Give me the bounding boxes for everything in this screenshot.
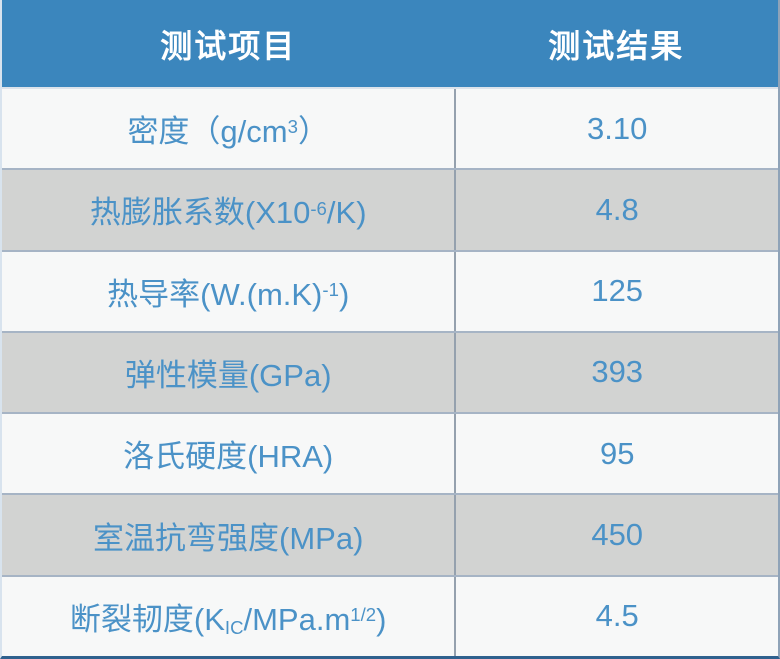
table-row: 密度（g/cm3） 3.10 <box>2 87 778 169</box>
test-item-cell: 洛氏硬度(HRA) <box>2 414 454 493</box>
test-item-cell: 密度（g/cm3） <box>2 89 454 168</box>
test-result-cell: 125 <box>454 251 778 331</box>
test-item-text: 密度（g/cm3） <box>127 106 329 151</box>
test-result-cell: 3.10 <box>454 89 778 169</box>
test-result-cell: 95 <box>454 414 778 494</box>
cell-text-part: -6 <box>310 197 327 219</box>
table-body: 密度（g/cm3） 3.10 热膨胀系数(X10-6/K) 4.8 热导率(W.(m.K… <box>2 87 778 656</box>
table-row: 洛氏硬度(HRA) 95 <box>2 412 778 494</box>
table-row: 室温抗弯强度(MPa) 450 <box>2 493 778 575</box>
test-result-text: 4.5 <box>595 598 639 634</box>
cell-text-part: /MPa.m <box>243 601 351 637</box>
test-item-text: 室温抗弯强度(MPa) <box>93 513 363 558</box>
cell-text-part: 热导率(W.(m.K) <box>107 276 323 312</box>
test-result-cell: 393 <box>454 332 778 413</box>
test-item-cell: 断裂韧度(KIC/MPa.m1/2) <box>2 577 454 656</box>
test-result-cell: 450 <box>454 495 778 575</box>
cell-text-part: ） <box>297 114 329 150</box>
cell-text-part: 洛氏硬度(HRA) <box>123 439 334 475</box>
cell-text-part: -1 <box>322 278 339 300</box>
cell-text-part: 弹性模量(GPa) <box>124 357 332 393</box>
test-result-text: 3.10 <box>587 110 648 146</box>
test-item-cell: 弹性模量(GPa) <box>2 333 454 412</box>
cell-text-part: ) <box>338 276 350 312</box>
test-item-cell: 室温抗弯强度(MPa) <box>2 495 454 574</box>
table-row: 断裂韧度(KIC/MPa.m1/2) 4.5 <box>2 574 778 656</box>
test-item-text: 热膨胀系数(X10-6/K) <box>90 187 367 232</box>
cell-text-part: /K) <box>326 195 367 231</box>
table-row: 热膨胀系数(X10-6/K) 4.8 <box>2 168 778 250</box>
test-result-cell: 4.5 <box>454 576 778 656</box>
cell-text-part: ) <box>376 601 387 637</box>
table-header-row: 测试项目 测试结果 <box>2 0 778 87</box>
test-item-text: 热导率(W.(m.K)-1) <box>107 269 349 314</box>
test-result-cell: 4.8 <box>454 170 778 250</box>
test-result-text: 450 <box>591 517 644 553</box>
test-item-text: 断裂韧度(KIC/MPa.m1/2) <box>70 594 387 639</box>
table-row: 热导率(W.(m.K)-1) 125 <box>2 249 778 331</box>
cell-text-part: 热膨胀系数(X10 <box>89 195 311 231</box>
test-item-cell: 热导率(W.(m.K)-1) <box>2 252 454 331</box>
test-item-cell: 热膨胀系数(X10-6/K) <box>2 170 454 249</box>
table-row: 弹性模量(GPa) 393 <box>2 330 778 413</box>
cell-text-part: 断裂韧度(K <box>69 601 225 637</box>
cell-text-part: IC <box>224 616 244 638</box>
cell-text-part: 室温抗弯强度(MPa) <box>93 520 364 556</box>
cell-text-part: 1/2 <box>350 603 377 625</box>
test-item-text: 弹性模量(GPa) <box>125 350 332 395</box>
test-result-text: 95 <box>599 435 635 471</box>
test-result-text: 125 <box>591 273 644 309</box>
cell-text-part: 3 <box>287 116 298 138</box>
column-header-test-item: 测试项目 <box>160 27 297 64</box>
cell-text-part: 密度（g/cm <box>127 114 288 150</box>
test-item-text: 洛氏硬度(HRA) <box>123 431 333 476</box>
test-result-text: 4.8 <box>595 191 639 227</box>
column-header-test-result: 测试结果 <box>548 27 685 64</box>
test-result-text: 393 <box>591 354 644 390</box>
